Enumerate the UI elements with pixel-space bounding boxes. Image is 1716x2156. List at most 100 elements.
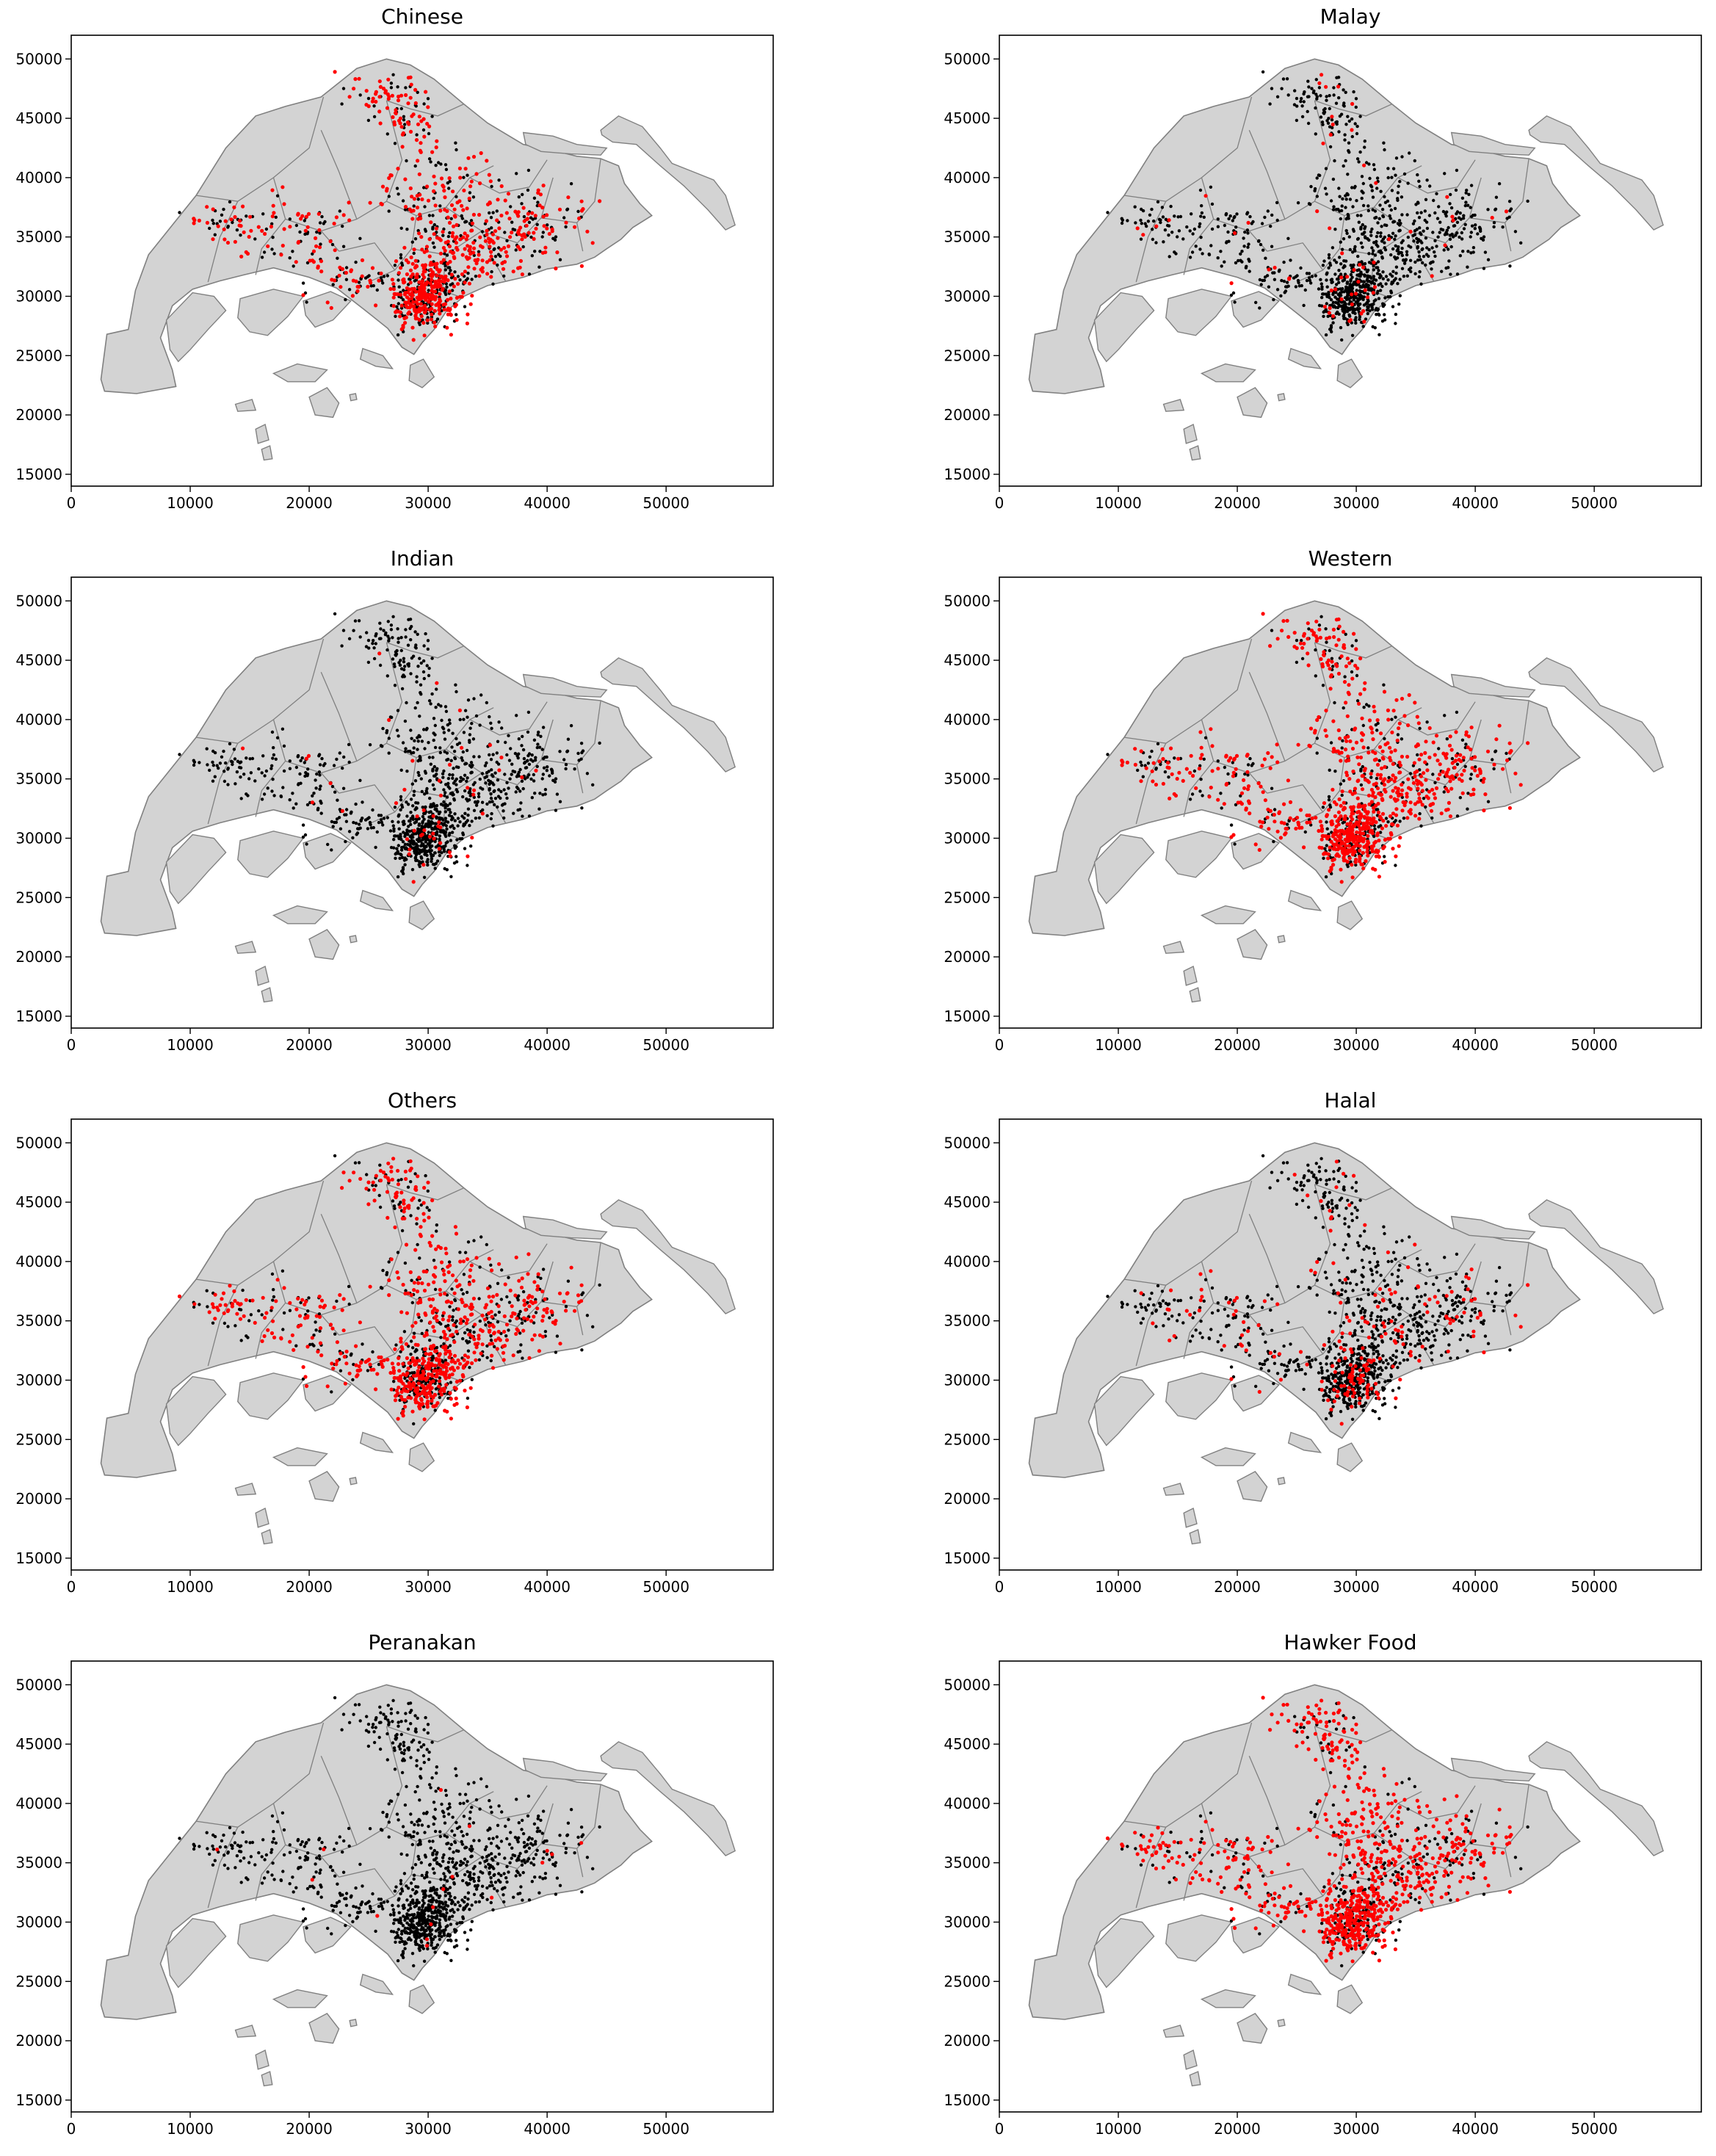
cuisine-point — [1352, 632, 1355, 636]
other-point — [455, 690, 457, 693]
other-point — [344, 298, 347, 301]
other-point — [359, 827, 362, 830]
other-point — [1199, 189, 1202, 192]
other-point — [468, 191, 471, 194]
cuisine-point — [361, 258, 364, 262]
cuisine-point — [455, 318, 459, 322]
other-point — [1461, 739, 1464, 742]
other-point — [1467, 193, 1470, 196]
y-tick-label: 25000 — [15, 889, 62, 906]
cuisine-point — [1398, 722, 1402, 726]
cuisine-point — [1272, 820, 1276, 823]
other-point — [455, 838, 458, 841]
cuisine-point — [469, 303, 473, 306]
cuisine-point — [477, 274, 481, 278]
other-point — [543, 767, 546, 770]
other-point — [1273, 808, 1276, 811]
cuisine-point — [1355, 741, 1358, 745]
other-point — [399, 636, 402, 639]
other-point — [1248, 757, 1251, 760]
other-point — [1377, 308, 1380, 311]
other-point — [490, 727, 493, 730]
other-point — [491, 753, 494, 756]
cuisine-point — [1417, 792, 1421, 796]
other-point — [1366, 746, 1369, 749]
other-point — [396, 187, 399, 189]
cuisine-point — [1383, 783, 1386, 786]
cuisine-point — [1389, 795, 1393, 799]
other-point — [521, 1356, 524, 1359]
cuisine-point — [269, 225, 273, 228]
other-point — [443, 850, 446, 853]
other-point — [1365, 703, 1368, 706]
other-point — [1443, 248, 1446, 251]
cuisine-point — [1347, 759, 1350, 762]
other-point — [1331, 321, 1334, 324]
cuisine-point — [468, 184, 472, 188]
cuisine-point — [455, 241, 458, 245]
other-point — [1257, 239, 1260, 242]
cuisine-point — [1467, 734, 1471, 738]
other-point — [1367, 239, 1370, 242]
other-point — [463, 305, 466, 308]
cuisine-point — [1297, 826, 1301, 830]
other-point — [373, 115, 376, 118]
other-point — [431, 822, 434, 825]
island-shape — [1337, 901, 1362, 930]
other-point — [455, 195, 457, 198]
other-point — [1356, 255, 1359, 258]
x-tick-label: 50000 — [642, 494, 689, 512]
cuisine-point — [1469, 748, 1472, 751]
cuisine-point — [1337, 638, 1341, 642]
cuisine-point — [1279, 836, 1283, 839]
other-point — [1397, 191, 1400, 194]
other-point — [1397, 252, 1400, 255]
cuisine-point — [407, 261, 410, 264]
cuisine-point — [406, 101, 410, 105]
other-point — [1459, 211, 1462, 214]
other-point — [1316, 95, 1319, 98]
other-point — [320, 215, 323, 218]
other-point — [493, 772, 496, 775]
other-point — [1179, 215, 1182, 218]
cuisine-point — [448, 260, 452, 264]
other-point — [280, 795, 283, 798]
cuisine-point — [282, 202, 286, 206]
other-point — [1465, 189, 1468, 192]
cuisine-point — [1391, 847, 1394, 850]
other-point — [1355, 674, 1358, 677]
other-point — [1314, 274, 1317, 277]
cuisine-point — [1361, 851, 1365, 855]
other-point — [1348, 315, 1351, 318]
other-point — [1353, 250, 1356, 253]
other-point — [1295, 661, 1298, 664]
cuisine-point — [198, 219, 201, 223]
other-point — [1347, 193, 1350, 196]
other-point — [1450, 206, 1453, 209]
cuisine-point — [411, 272, 415, 276]
other-point — [1368, 177, 1371, 180]
other-point — [1328, 769, 1331, 772]
cuisine-point — [1386, 709, 1390, 712]
other-point — [261, 754, 264, 757]
x-tick-label: 10000 — [1095, 494, 1142, 512]
cuisine-point — [474, 172, 478, 176]
cuisine-point — [477, 253, 481, 256]
other-point — [1154, 241, 1157, 244]
other-point — [314, 786, 317, 789]
cuisine-point — [1330, 289, 1333, 292]
cuisine-point — [1508, 750, 1512, 754]
other-point — [442, 788, 445, 791]
cuisine-point — [294, 260, 298, 264]
other-point — [448, 814, 451, 817]
other-point — [479, 778, 482, 781]
cuisine-point — [435, 265, 438, 269]
cuisine-point — [1406, 778, 1410, 781]
other-point — [261, 256, 264, 258]
other-point — [515, 714, 518, 717]
cuisine-point — [1325, 836, 1329, 840]
cuisine-point — [1154, 783, 1158, 786]
cuisine-point — [377, 109, 381, 113]
other-point — [1383, 148, 1386, 151]
y-tick-label: 50000 — [15, 50, 62, 68]
